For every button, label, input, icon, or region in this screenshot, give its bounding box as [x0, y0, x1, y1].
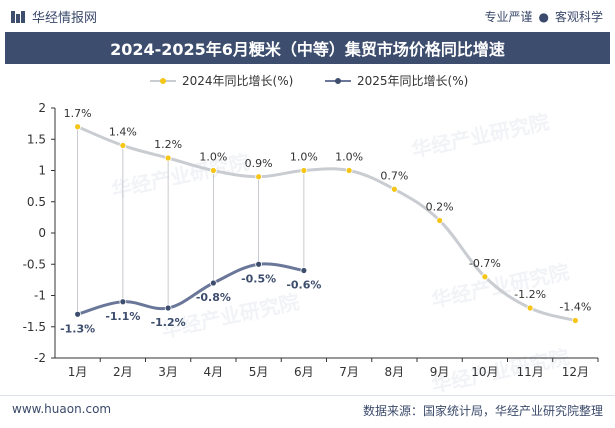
y-tick-label: -1: [34, 289, 46, 303]
tagline-left: 专业严谨: [484, 10, 533, 24]
data-point-2025: [74, 310, 82, 318]
legend-label-2024: 2024年同比增长(%): [182, 74, 294, 88]
legend-swatch-2025: [325, 77, 351, 84]
footer: www.huaon.com 数据来源：国家统计局，华经产业研究院整理: [0, 395, 615, 428]
data-point-2024: [74, 123, 82, 131]
data-point-2025: [164, 304, 172, 312]
data-label-2024: 1.2%: [154, 138, 182, 151]
data-point-2024: [390, 185, 398, 193]
data-point-2024: [300, 167, 308, 174]
tagline-right: 客观科学: [554, 10, 603, 24]
y-tick-label: 0: [38, 226, 46, 240]
data-point-2024: [481, 273, 489, 281]
x-tick-label: 7月: [339, 365, 359, 379]
footer-source: 数据来源：国家统计局，华经产业研究院整理: [362, 404, 603, 418]
data-label-2024: 1.0%: [290, 151, 318, 164]
data-label-2025: -0.8%: [196, 291, 231, 304]
data-point-2024: [345, 167, 353, 174]
data-label-2025: -0.5%: [241, 272, 276, 285]
legend-swatch-2024: [150, 77, 176, 84]
x-tick-label: 3月: [158, 365, 178, 379]
y-tick-label: 1: [38, 164, 46, 178]
data-point-2024: [571, 317, 579, 324]
x-tick-label: 8月: [385, 365, 405, 379]
data-point-2025: [209, 279, 217, 287]
data-label-2025: -0.6%: [286, 279, 321, 292]
series-line-2025: [77, 262, 305, 316]
data-point-2024: [526, 304, 534, 312]
chart-legend: 2024年同比增长(%) 2025年同比增长(%): [0, 72, 615, 90]
x-tick-label: 9月: [430, 365, 450, 379]
top-bar: 华经情报网 专业严谨 ● 客观科学: [0, 0, 615, 32]
tagline: 专业严谨 ● 客观科学: [484, 8, 603, 25]
x-tick-label: 10月: [471, 365, 498, 379]
data-point-2025: [255, 260, 263, 268]
y-tick-label: -1.5: [23, 320, 46, 334]
data-point-2024: [436, 217, 444, 224]
data-point-2024: [255, 173, 263, 181]
legend-item-2025: 2025年同比增长(%): [325, 72, 468, 89]
legend-label-2025: 2025年同比增长(%): [357, 74, 469, 88]
logo: 华经情报网: [10, 7, 97, 26]
data-label-2024: 1.7%: [64, 107, 92, 120]
series-line-2024: [77, 125, 576, 322]
data-label-2024: 0.2%: [426, 201, 454, 214]
x-tick-label: 5月: [249, 365, 269, 379]
legend-item-2024: 2024年同比增长(%): [150, 72, 293, 89]
x-tick-label: 2月: [113, 365, 133, 379]
data-label-2024: 1.4%: [109, 126, 137, 139]
logo-icon: [11, 10, 25, 23]
data-point-2024: [119, 142, 127, 149]
data-label-2024: 0.7%: [380, 169, 408, 182]
y-tick-label: 0.5: [27, 195, 46, 209]
x-tick-label: 4月: [204, 365, 224, 379]
y-tick-label: -2: [34, 351, 46, 365]
data-label-2024: -1.4%: [559, 301, 591, 314]
data-label-2025: -1.3%: [60, 322, 95, 335]
data-label-2025: -1.1%: [105, 310, 140, 323]
data-label-2024: 0.9%: [245, 157, 273, 170]
x-tick-label: 12月: [562, 365, 589, 379]
x-tick-label: 6月: [294, 365, 314, 379]
y-tick-label: 2: [38, 101, 46, 115]
chart-title-bar: 2024-2025年6月粳米（中等）集贸市场价格同比增速: [5, 32, 610, 64]
footer-url: www.huaon.com: [12, 402, 112, 416]
x-tick-label: 11月: [516, 365, 543, 379]
data-label-2024: -1.2%: [514, 288, 546, 301]
logo-text: 华经情报网: [32, 11, 98, 26]
x-tick-label: 1月: [68, 365, 88, 379]
data-label-2024: 1.0%: [335, 151, 363, 164]
line-chart: 2 1.5 1 0.5 0 -0.5 -1 -1.5 -2 1月 2月 3月 4月 5月 6月 7月 8月 9月 1…: [23, 101, 599, 379]
data-point-2024: [209, 167, 217, 174]
data-point-2025: [300, 267, 308, 274]
data-label-2024: 1.0%: [199, 151, 227, 164]
data-point-2025: [119, 298, 127, 306]
data-label-2025: -1.2%: [151, 316, 186, 329]
chart-title: 2024-2025年6月粳米（中等）集贸市场价格同比增速: [110, 40, 505, 59]
y-tick-label: 1.5: [27, 132, 46, 146]
y-tick-label: -0.5: [23, 257, 46, 271]
tagline-separator: ●: [538, 10, 549, 24]
data-label-2024: -0.7%: [469, 257, 501, 270]
data-point-2024: [164, 154, 172, 162]
